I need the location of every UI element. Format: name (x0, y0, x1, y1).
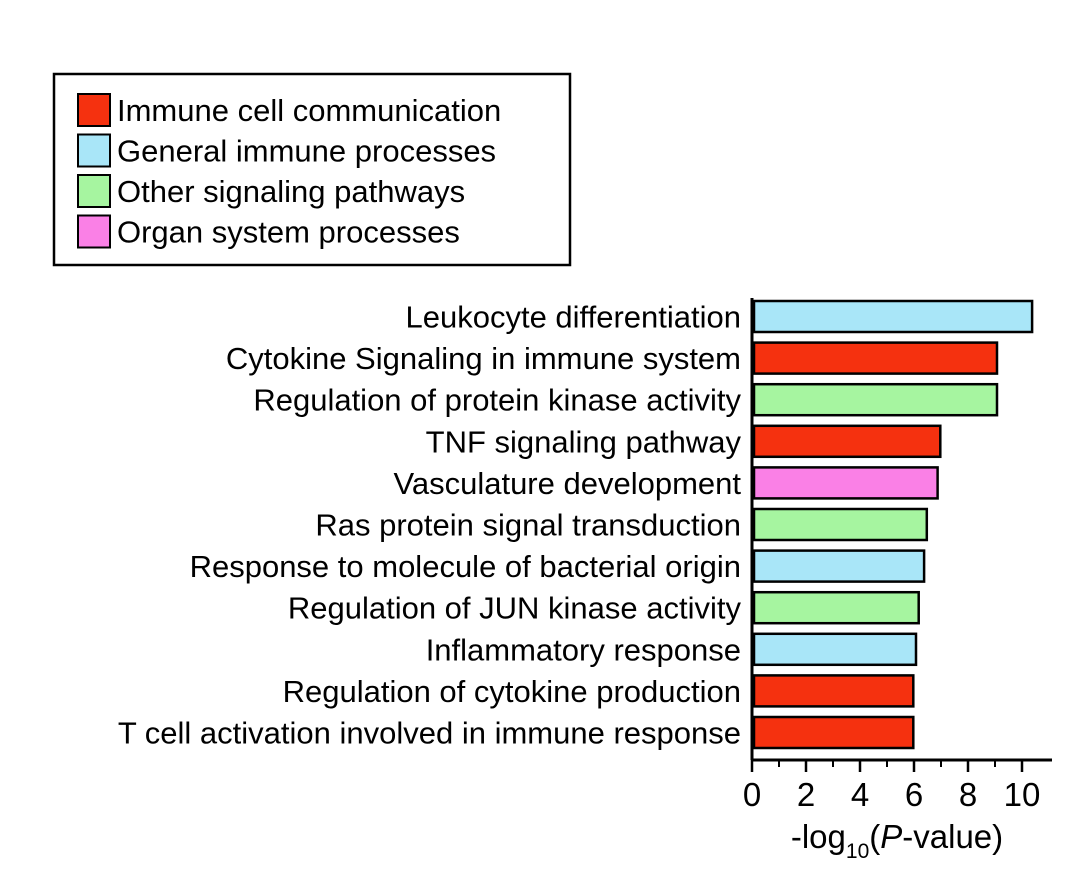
category-label-t-cell-activation-involved-in-immune-response: T cell activation involved in immune res… (118, 716, 741, 751)
legend-swatch-general-immune-processes (77, 133, 111, 168)
bar-vasculature-development (752, 466, 939, 500)
bar-tnf-signaling-pathway (752, 424, 942, 459)
legend-label-general-immune-processes: General immune processes (117, 134, 496, 169)
category-label-leukocyte-differentiation: Leukocyte differentiation (406, 300, 742, 335)
bar-ras-protein-signal-transduction (752, 507, 929, 542)
category-labels: Leukocyte differentiation Cytokine Signal… (118, 300, 742, 751)
legend-swatch-organ-system-processes (77, 214, 111, 249)
bar-response-to-molecule-of-bacterial-origin (752, 549, 926, 583)
x-tick-label-0: 0 (743, 776, 761, 813)
x-tick-label-10: 10 (1004, 776, 1041, 813)
legend-label-organ-system-processes: Organ system processes (117, 215, 460, 250)
legend-label-other-signaling-pathways: Other signaling pathways (117, 174, 465, 209)
category-label-response-to-molecule-of-bacterial-origin: Response to molecule of bacterial origin (190, 549, 741, 584)
bars (752, 299, 1034, 750)
category-label-inflammatory-response: Inflammatory response (426, 632, 741, 667)
bar-regulation-of-cytokine-production (752, 674, 915, 708)
category-label-tnf-signaling-pathway: TNF signaling pathway (426, 424, 742, 459)
x-axis-label: -log10(P-value) (791, 818, 1003, 863)
category-label-regulation-of-jun-kinase-activity: Regulation of JUN kinase activity (288, 591, 742, 626)
x-tick-label-2: 2 (797, 776, 815, 813)
x-tick-label-4: 4 (851, 776, 869, 813)
bar-t-cell-activation-involved-in-immune-response (752, 715, 915, 750)
legend-label-immune-cell-communication: Immune cell communication (117, 93, 501, 128)
x-tick-label-8: 8 (959, 776, 977, 813)
category-label-regulation-of-protein-kinase-activity: Regulation of protein kinase activity (253, 383, 741, 418)
bar-regulation-of-protein-kinase-activity (752, 382, 999, 417)
category-label-ras-protein-signal-transduction: Ras protein signal transduction (315, 508, 741, 543)
legend-box (52, 72, 572, 267)
bar-inflammatory-response (752, 632, 918, 667)
bar-cytokine-signaling-in-immune-system (752, 341, 999, 375)
bar-regulation-of-jun-kinase-activity (752, 590, 920, 625)
bar-leukocyte-differentiation (752, 299, 1034, 334)
category-label-vasculature-development: Vasculature development (393, 466, 741, 501)
x-axis: 0 2 4 6 8 10 (743, 758, 1052, 813)
legend-swatch-other-signaling-pathways (77, 174, 111, 208)
category-label-cytokine-signaling-in-immune-system: Cytokine Signaling in immune system (226, 341, 741, 376)
category-label-regulation-of-cytokine-production: Regulation of cytokine production (283, 674, 741, 709)
legend-swatch-immune-cell-communication (77, 93, 111, 127)
legend: Immune cell communication General immune … (52, 72, 572, 267)
x-tick-label-6: 6 (905, 776, 923, 813)
